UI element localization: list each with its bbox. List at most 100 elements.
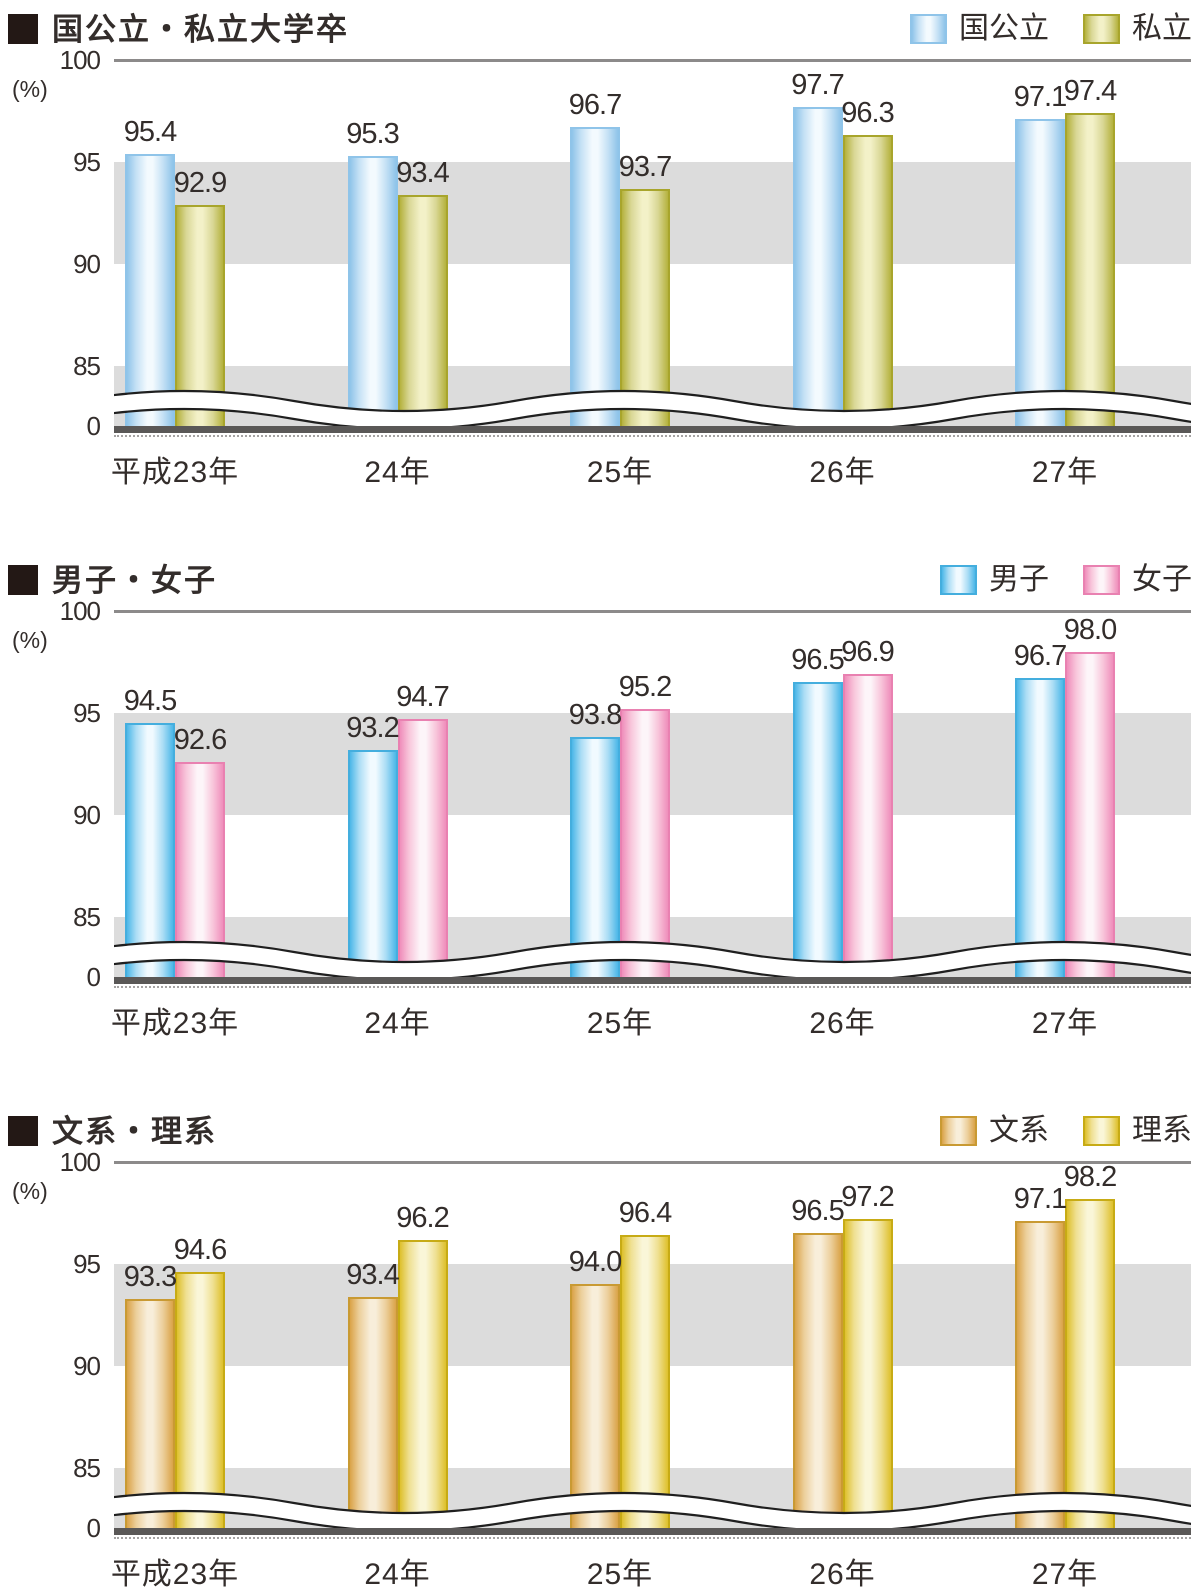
- bar-私立-26年: [842, 135, 893, 433]
- bar-chart-plot: 100 95 90 85 0 (%) 94.5 92.6 93.2 94.7 93.8 95.2 96.…: [12, 598, 1191, 990]
- legend-swatch-icon: [940, 565, 977, 595]
- y-tick-label: 85: [73, 351, 101, 381]
- legend-label: 男子: [989, 563, 1049, 596]
- bar-理系-24年: [397, 1239, 448, 1535]
- x-axis-dotted-edge: [114, 435, 1191, 437]
- axis-top-line: [114, 610, 1191, 613]
- bar-value-label: 97.2: [841, 1181, 894, 1214]
- x-axis-baseline: [114, 977, 1191, 984]
- bar-国公立-平成23年: [125, 153, 175, 433]
- axis-top-line: [114, 59, 1191, 62]
- y-tick-label: 90: [73, 800, 101, 830]
- bar-value-label: 94.6: [173, 1234, 227, 1267]
- legend-label: 私立: [1132, 12, 1192, 45]
- y-tick-label: 100: [59, 1147, 101, 1177]
- y-tick-label: 0: [86, 1513, 101, 1543]
- bar-value-label: 94.7: [396, 681, 449, 714]
- x-axis-dotted-edge: [114, 986, 1191, 988]
- bar-value-label: 93.8: [568, 699, 622, 732]
- legend-label: 女子: [1132, 563, 1192, 596]
- bar-文系-24年: [347, 1296, 398, 1535]
- chart-section-2: 男子・女子 男子 女子 100 95 90 85 0 (%) 94.5 92.6 93.2 94.7 93…: [0, 557, 1200, 1040]
- x-tick-label: 平成23年: [110, 1558, 240, 1591]
- title-bullet-icon: [8, 565, 38, 595]
- chart-header: 国公立・私立大学卒 国公立 私立: [0, 6, 1200, 52]
- bar-value-label: 96.7: [1013, 640, 1067, 673]
- legend-swatch-icon: [940, 1116, 977, 1146]
- bar-私立-25年: [620, 188, 670, 433]
- y-axis-unit-label: (%): [12, 1178, 48, 1204]
- y-tick-label: 95: [73, 147, 101, 177]
- bar-value-label: 96.2: [396, 1201, 449, 1234]
- legend-swatch-icon: [1083, 14, 1120, 44]
- y-tick-label: 85: [73, 902, 101, 932]
- x-axis-baseline: [114, 426, 1191, 433]
- page-title: 男子・女子: [52, 562, 217, 598]
- x-axis-baseline: [114, 1528, 1191, 1535]
- bar-理系-26年: [842, 1219, 893, 1535]
- y-axis-unit-label: (%): [12, 627, 48, 653]
- chart-header: 文系・理系 文系 理系: [0, 1108, 1200, 1154]
- x-tick-label: 24年: [364, 456, 431, 489]
- bar-女子-平成23年: [175, 761, 225, 984]
- x-tick-label: 26年: [809, 1007, 876, 1040]
- legend-item: 文系: [940, 1116, 1049, 1146]
- legend-item: 私立: [1083, 14, 1192, 44]
- bar-value-label: 94.5: [123, 685, 177, 718]
- bar-理系-平成23年: [175, 1272, 225, 1535]
- bar-文系-26年: [792, 1233, 843, 1535]
- bar-国公立-24年: [347, 155, 398, 433]
- bar-value-label: 95.4: [123, 115, 177, 148]
- title-bullet-icon: [8, 1116, 38, 1146]
- chart-header: 男子・女子 男子 女子: [0, 557, 1200, 603]
- x-axis-labels: 平成23年 24年 25年 26年 27年: [111, 984, 1191, 1040]
- bar-value-label: 96.4: [618, 1197, 672, 1230]
- bar-国公立-25年: [570, 127, 620, 433]
- x-tick-label: 24年: [364, 1558, 431, 1591]
- bar-私立-24年: [397, 194, 448, 433]
- x-tick-label: 25年: [586, 1558, 654, 1591]
- x-tick-label: 25年: [586, 1007, 654, 1040]
- y-tick-label: 90: [73, 249, 101, 279]
- axis-top-line: [114, 1161, 1191, 1164]
- bar-chart-plot: 100 95 90 85 0 (%) 95.4 92.9 95.3 93.4 96.7 93.7 97.…: [12, 47, 1191, 439]
- x-tick-label: 27年: [1031, 1007, 1099, 1040]
- bar-文系-平成23年: [125, 1298, 175, 1535]
- y-tick-label: 100: [59, 596, 101, 626]
- bar-value-label: 97.1: [1013, 1183, 1067, 1216]
- bar-value-label: 95.3: [346, 117, 399, 150]
- bar-value-label: 95.2: [618, 670, 672, 703]
- y-tick-label: 100: [59, 45, 101, 75]
- bar-女子-24年: [397, 719, 448, 984]
- legend: 男子 女子: [940, 565, 1192, 595]
- bar-value-label: 96.5: [791, 1195, 844, 1228]
- bar-女子-26年: [842, 674, 893, 984]
- x-tick-label: 26年: [809, 456, 876, 489]
- bar-理系-27年: [1065, 1198, 1115, 1535]
- bar-value-label: 92.6: [173, 723, 227, 756]
- bar-value-label: 96.5: [791, 644, 844, 677]
- bar-女子-27年: [1065, 651, 1115, 984]
- y-tick-label: 95: [73, 698, 101, 728]
- page-title: 文系・理系: [52, 1113, 217, 1149]
- bar-value-label: 94.0: [568, 1246, 622, 1279]
- legend-swatch-icon: [1083, 1116, 1120, 1146]
- bar-value-label: 98.0: [1063, 613, 1117, 646]
- chart-section-1: 国公立・私立大学卒 国公立 私立 100 95 90 85 0 (%) 95.4 92.9 95.3 9…: [0, 6, 1200, 489]
- bar-男子-27年: [1015, 678, 1065, 984]
- bar-理系-25年: [620, 1235, 670, 1535]
- bar-男子-平成23年: [125, 723, 175, 984]
- bar-国公立-26年: [792, 106, 843, 433]
- legend-item: 国公立: [910, 14, 1049, 44]
- bar-文系-27年: [1015, 1221, 1065, 1535]
- bar-chart-plot: 100 95 90 85 0 (%) 93.3 94.6 93.4 96.2 94.0 96.4 96.…: [12, 1149, 1191, 1541]
- bar-私立-平成23年: [175, 204, 225, 433]
- bar-value-label: 92.9: [173, 166, 227, 199]
- y-tick-label: 90: [73, 1351, 101, 1381]
- y-tick-label: 0: [86, 411, 101, 441]
- bar-value-label: 96.7: [568, 89, 622, 122]
- bar-value-label: 98.2: [1063, 1160, 1117, 1193]
- legend: 国公立 私立: [910, 14, 1192, 44]
- legend-swatch-icon: [1083, 565, 1120, 595]
- bar-value-label: 93.7: [618, 150, 672, 183]
